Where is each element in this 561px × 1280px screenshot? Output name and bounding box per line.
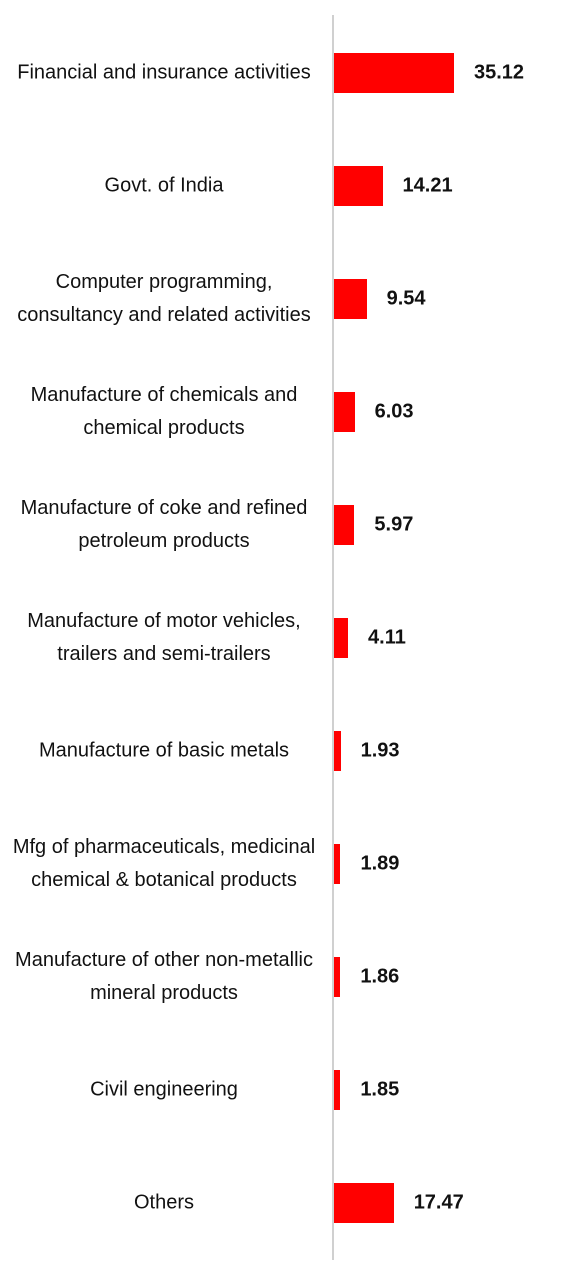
value-label: 35.12 — [474, 61, 525, 84]
bar — [334, 618, 349, 658]
category-label: Others — [133, 1191, 195, 1214]
category-label: Govt. of India — [104, 174, 224, 197]
bar — [334, 392, 355, 432]
category-label: Computer programming, consultancy and re… — [17, 271, 311, 326]
category-label: Manufacture of motor vehicles, trailers … — [27, 610, 301, 665]
value-label: 4.11 — [368, 626, 406, 649]
value-label: 9.54 — [386, 287, 426, 310]
value-label: 1.89 — [360, 852, 400, 875]
bar — [334, 505, 355, 545]
value-label: 1.86 — [360, 965, 400, 988]
bar — [334, 166, 383, 206]
bar — [334, 1183, 394, 1223]
bar — [334, 957, 341, 997]
axis-line — [332, 15, 334, 1260]
bar — [334, 844, 341, 884]
category-label: Civil engineering — [90, 1078, 238, 1101]
category-label: Manufacture of chemicals and chemical pr… — [30, 384, 298, 439]
bar — [334, 731, 341, 771]
value-label: 1.85 — [360, 1078, 400, 1101]
category-label: Manufacture of coke and refined petroleu… — [20, 497, 308, 552]
value-label: 5.97 — [374, 513, 414, 536]
bar — [334, 53, 454, 93]
value-label: 17.47 — [413, 1191, 464, 1214]
category-label: Financial and insurance activities — [17, 61, 311, 84]
bar — [334, 279, 367, 319]
bar — [334, 1070, 341, 1110]
value-label: 14.21 — [402, 174, 453, 197]
category-label: Manufacture of other non-metallic minera… — [15, 949, 313, 1004]
value-label: 6.03 — [374, 400, 414, 423]
category-label: Mfg of pharmaceuticals, medicinal chemic… — [12, 836, 316, 891]
value-label: 1.93 — [360, 739, 400, 762]
category-label: Manufacture of basic metals — [38, 739, 290, 762]
